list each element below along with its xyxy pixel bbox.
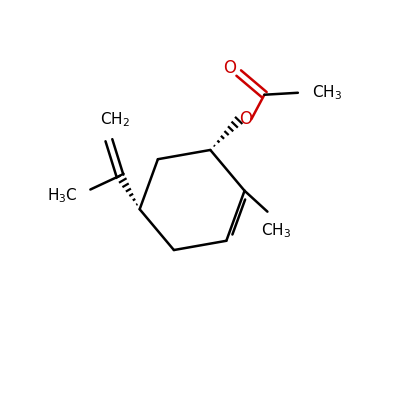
Text: CH$_2$: CH$_2$ xyxy=(100,110,130,129)
Text: O: O xyxy=(224,59,236,77)
Text: CH$_3$: CH$_3$ xyxy=(261,221,291,240)
Text: H$_3$C: H$_3$C xyxy=(47,186,78,205)
Text: CH$_3$: CH$_3$ xyxy=(312,84,342,102)
Text: O: O xyxy=(239,110,252,128)
